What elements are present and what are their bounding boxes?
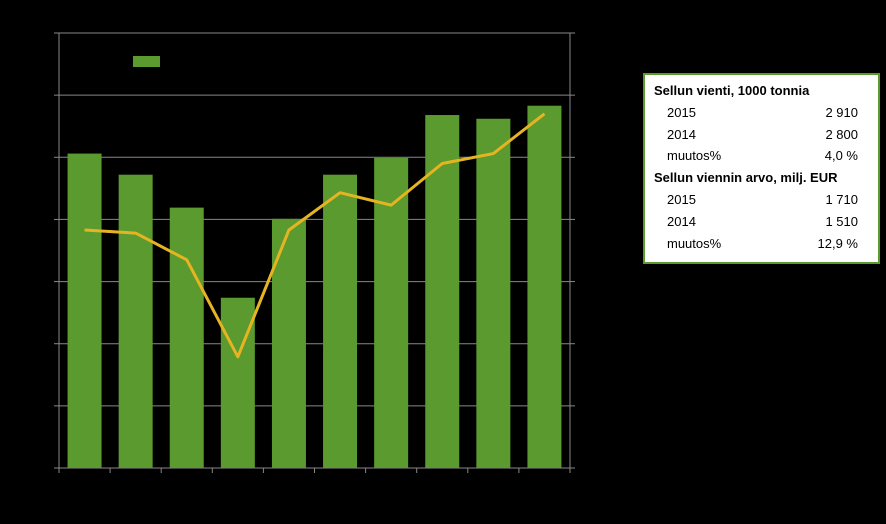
info-label: 2015: [667, 192, 696, 207]
info-box: Sellun vienti, 1000 tonnia 2015 2 910 2014 2…: [643, 73, 880, 264]
line: [84, 112, 546, 359]
info-value: 2 800: [825, 126, 858, 142]
info-label: 2014: [667, 126, 696, 142]
info-row: 2015 2 910: [645, 105, 878, 125]
info-row: 2014 1 510: [645, 214, 878, 234]
info-value: 4,0 %: [824, 148, 858, 164]
info-row: muutos% 4,0 %: [645, 148, 878, 168]
bar: [169, 207, 204, 468]
bar: [67, 153, 102, 469]
legend-swatch: [133, 56, 160, 67]
bar: [118, 174, 153, 468]
info-value: 1 710: [825, 192, 858, 207]
info-label: muutos%: [667, 235, 722, 251]
info-value: 1 510: [825, 213, 858, 229]
bar: [527, 105, 562, 468]
info-label: 2015: [667, 104, 696, 120]
info-row: Sellun vienti, 1000 tonnia: [645, 83, 878, 103]
bar: [425, 115, 460, 469]
info-value: 2 910: [825, 104, 858, 120]
info-row: Sellun viennin arvo, milj. EUR: [645, 170, 878, 190]
bar: [374, 157, 409, 468]
info-row: muutos% 12,9 %: [645, 236, 878, 256]
info-heading: Sellun viennin arvo, milj. EUR: [654, 170, 838, 186]
info-label: muutos%: [667, 148, 722, 164]
info-value: 12,9 %: [817, 235, 858, 251]
info-row: 2014 2 800: [645, 127, 878, 147]
info-heading: Sellun vienti, 1000 tonnia: [654, 83, 810, 98]
bar: [323, 174, 358, 468]
info-row: 2015 1 710: [645, 192, 878, 212]
info-label: 2014: [667, 213, 696, 229]
bar: [476, 118, 511, 468]
